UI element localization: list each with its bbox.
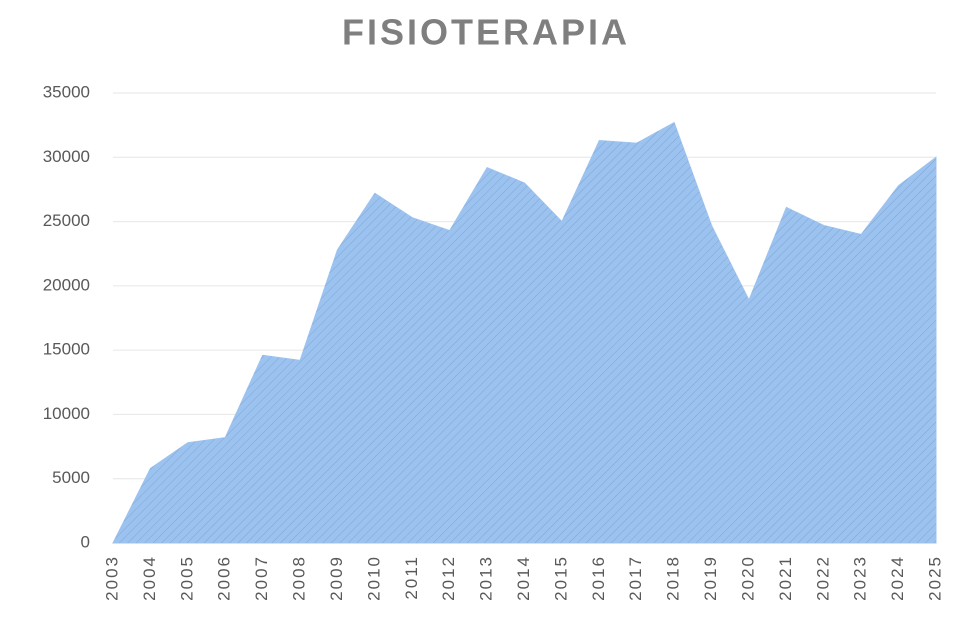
x-tick-label: 2019 (701, 555, 720, 601)
x-tick-label: 2024 (888, 555, 907, 601)
y-tick-label: 30000 (43, 147, 90, 166)
x-tick-label: 2023 (851, 555, 870, 601)
x-tick-label: 2004 (140, 555, 159, 601)
x-tick-label: 2021 (776, 555, 795, 601)
area-texture (113, 122, 936, 544)
x-tick-label: 2025 (925, 555, 944, 601)
x-tick-label: 2008 (290, 555, 309, 601)
x-tick-label: 2013 (477, 555, 496, 601)
y-tick-label: 5000 (52, 468, 90, 487)
y-tick-label: 20000 (43, 275, 90, 294)
x-tick-label: 2022 (813, 555, 832, 601)
y-tick-label: 10000 (43, 404, 90, 423)
x-tick-label: 2015 (551, 555, 570, 601)
y-tick-label: 25000 (43, 211, 90, 230)
x-tick-label: 2010 (364, 555, 383, 601)
x-tick-label: 2003 (102, 555, 121, 601)
y-tick-label: 35000 (43, 82, 90, 101)
x-tick-label: 2016 (589, 555, 608, 601)
x-tick-label: 2020 (738, 555, 757, 601)
x-tick-label: 2009 (327, 555, 346, 601)
x-tick-label: 2007 (252, 555, 271, 601)
x-tick-label: 2017 (626, 555, 645, 601)
x-tick-label: 2018 (664, 555, 683, 601)
x-tick-label: 2014 (514, 555, 533, 601)
x-tick-label: 2005 (177, 555, 196, 601)
chart-title: FISIOTERAPIA (342, 12, 630, 53)
x-tick-label: 2006 (215, 555, 234, 601)
y-tick-label: 0 (81, 532, 90, 551)
x-tick-label: 2011 (402, 555, 421, 600)
y-tick-label: 15000 (43, 340, 90, 359)
x-tick-label: 2012 (439, 555, 458, 601)
